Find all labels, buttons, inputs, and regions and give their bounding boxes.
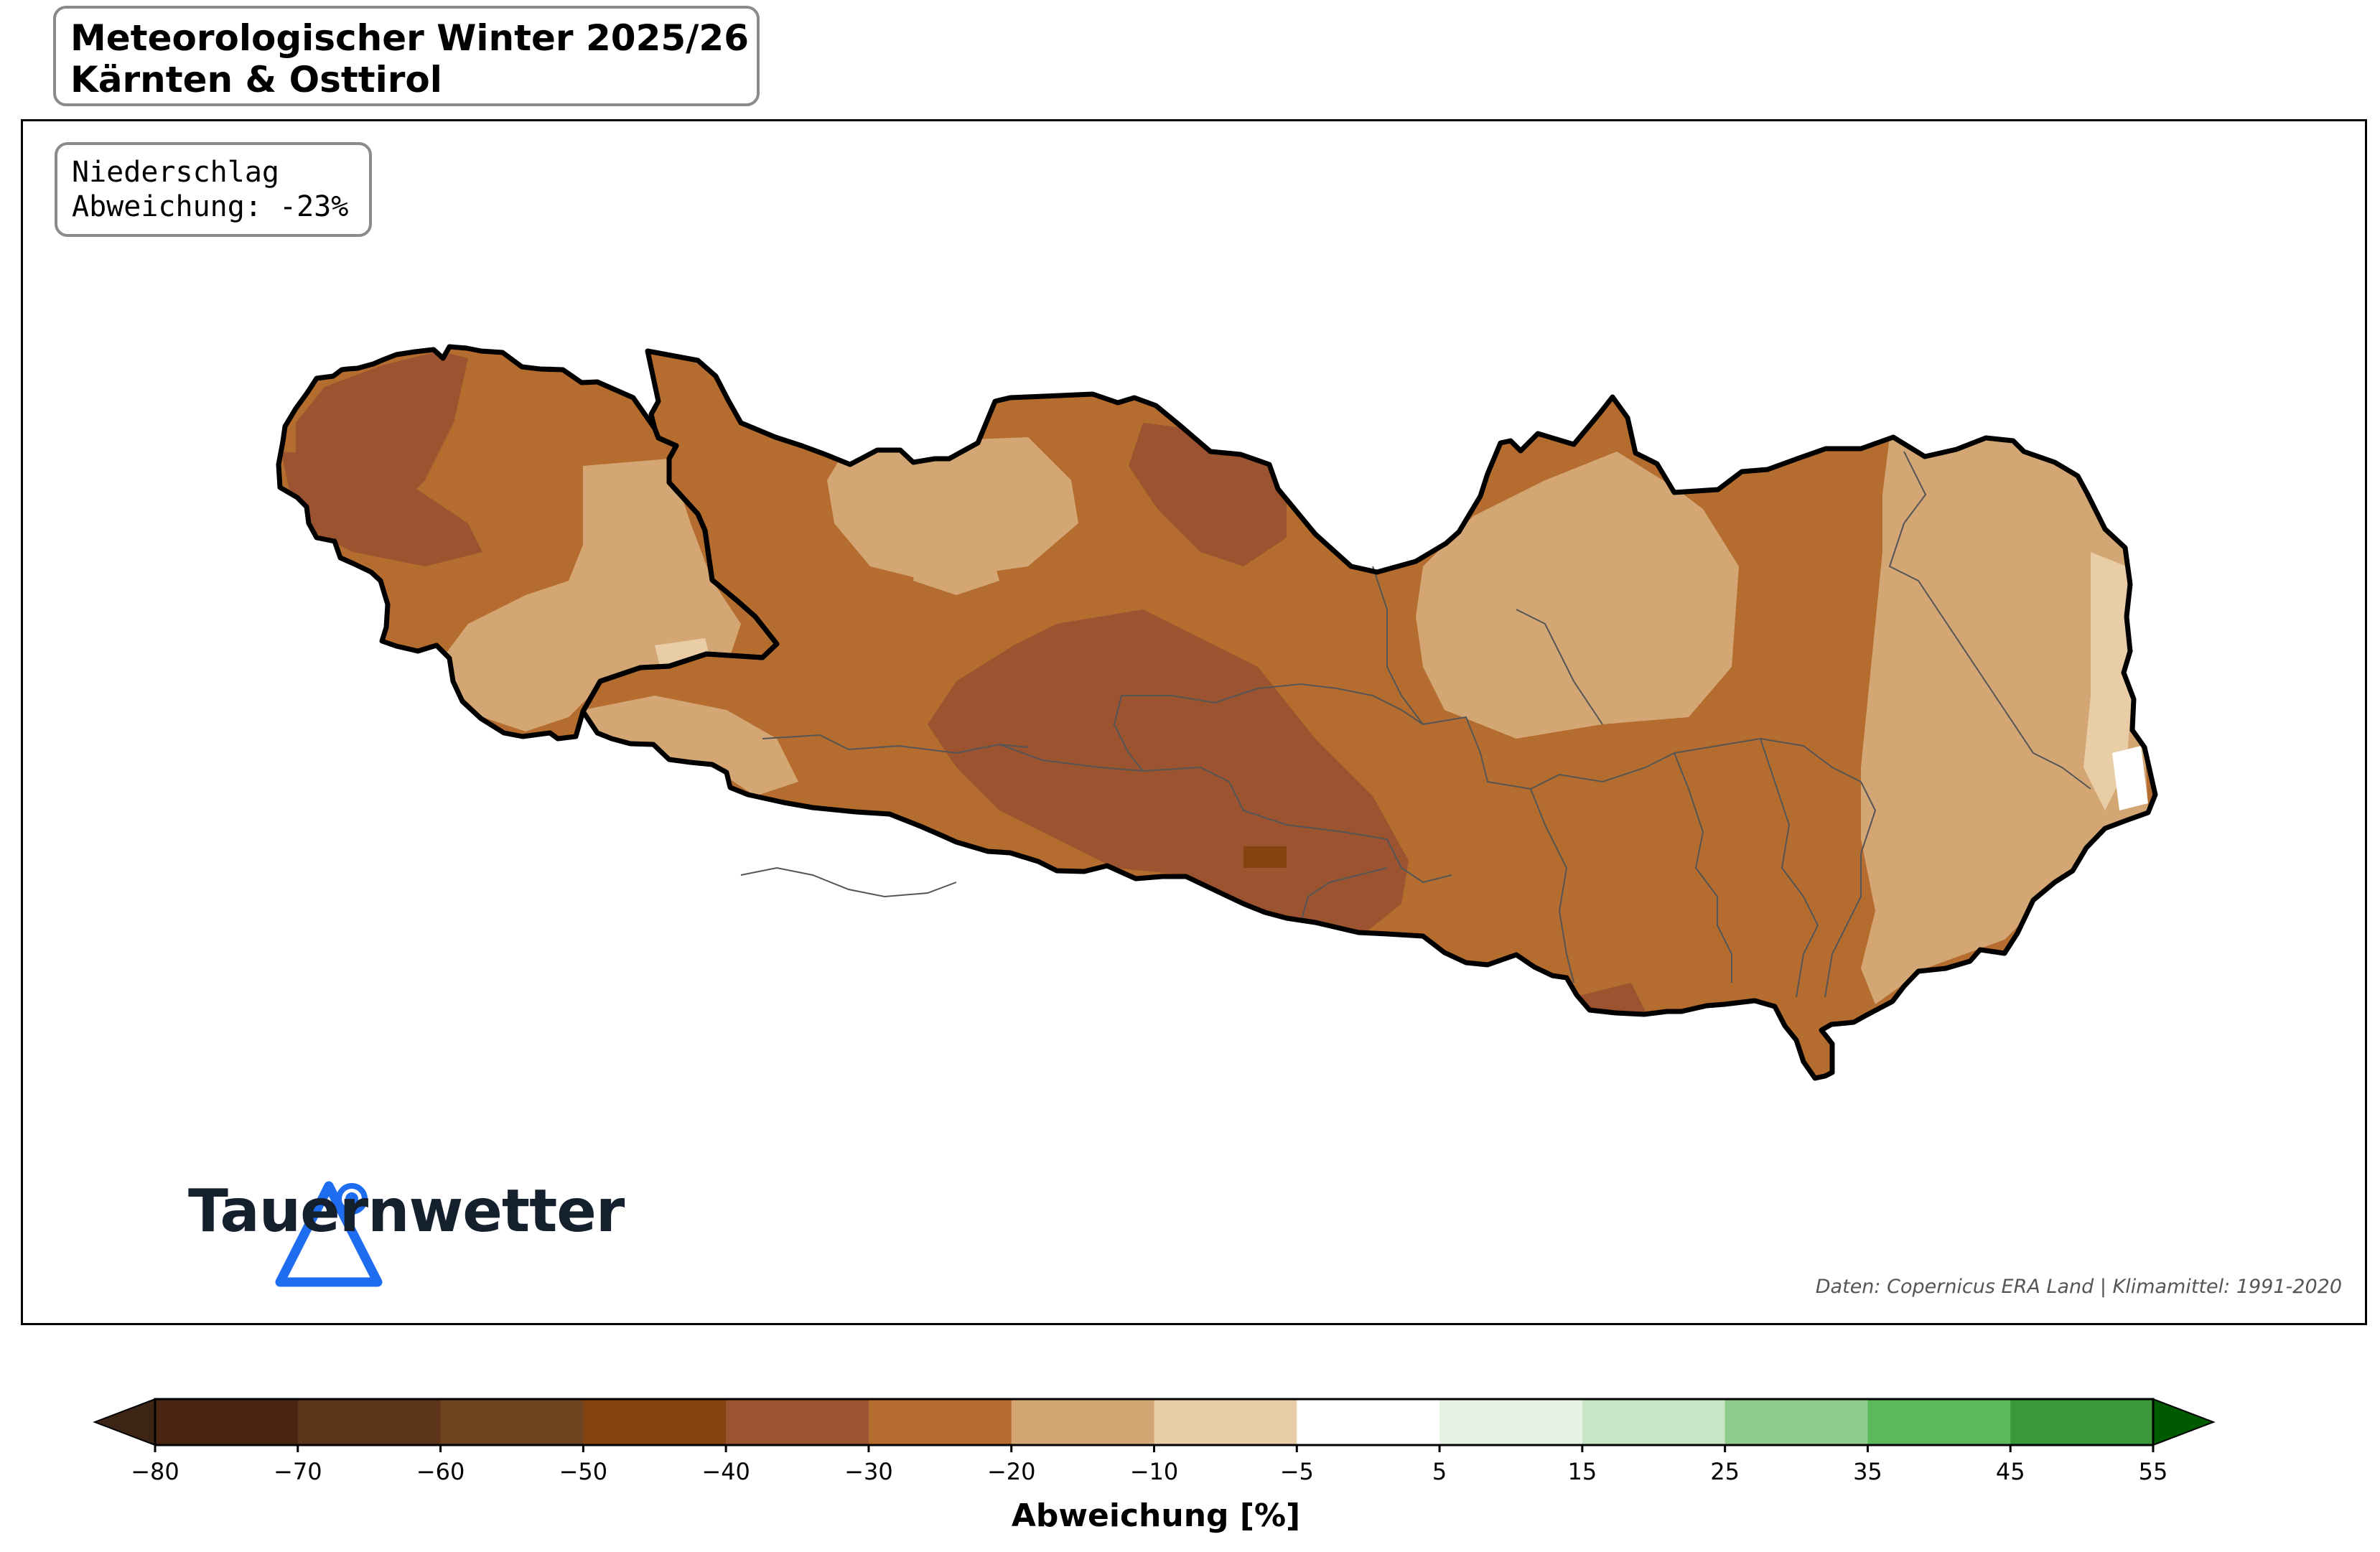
colorbar-tick-label: −5	[1280, 1458, 1314, 1485]
info-variable: Niederschlag	[72, 156, 279, 189]
map-frame: Niederschlag Abweichung: -23% Tauernwett…	[21, 119, 2367, 1325]
colorbar-tick-label: −20	[987, 1458, 1036, 1485]
colorbar-under-arrow	[93, 1398, 156, 1446]
carinthia-border	[580, 348, 2158, 1081]
colorbar-tick-label: 25	[1710, 1458, 1740, 1485]
colorbar-over-arrow	[2152, 1398, 2216, 1446]
colorbar-segment	[1439, 1399, 1583, 1445]
colorbar-tick-label: −50	[559, 1458, 608, 1485]
data-source-note: Daten: Copernicus ERA Land | Klimamittel…	[1815, 1276, 2342, 1298]
colorbar-tick-label: −80	[131, 1458, 179, 1485]
colorbar-tick-label: −40	[701, 1458, 750, 1485]
colorbar-segment	[1582, 1399, 1726, 1445]
colorbar-segment	[2010, 1399, 2154, 1445]
info-deviation: Abweichung: -23%	[72, 190, 349, 223]
colorbar-tick-label: 55	[2139, 1458, 2168, 1485]
colorbar-segment	[583, 1399, 727, 1445]
map-title-line2: Kärnten & Osttirol	[70, 59, 442, 100]
colorbar-segment	[1725, 1399, 1868, 1445]
carinthia-anomaly-field	[583, 351, 2155, 1078]
colorbar-tick-label: −30	[844, 1458, 893, 1485]
colorbar-segment	[1154, 1399, 1297, 1445]
colorbar-tick-label: −60	[416, 1458, 465, 1485]
precipitation-anomaly-map	[276, 344, 2158, 1081]
colorbar-ticks: −80 −70 −60 −50 −40 −30 −20 −10 −5 5 15 25 35 45 55	[131, 1445, 2167, 1485]
colorbar-segment	[1011, 1399, 1154, 1445]
colorbar-tick-label: 45	[1996, 1458, 2025, 1485]
colorbar-segment	[297, 1399, 442, 1445]
colorbar-segments	[155, 1399, 2154, 1445]
colorbar-segment	[868, 1399, 1012, 1445]
colorbar-segment	[155, 1399, 299, 1445]
colorbar-tick-label: −70	[274, 1458, 322, 1485]
colorbar-segment	[726, 1399, 869, 1445]
colorbar-tick-label: 15	[1567, 1458, 1597, 1485]
logo-wordmark: Tauernwetter	[188, 1177, 625, 1245]
colorbar-tick-label: 5	[1432, 1458, 1447, 1485]
colorbar-segment	[440, 1399, 584, 1445]
colorbar-segment	[1867, 1399, 2011, 1445]
colorbar-tick-label: 35	[1853, 1458, 1882, 1485]
district-boundaries	[740, 451, 2091, 998]
triangle-pin-logo-icon	[275, 1181, 383, 1287]
colorbar: −80 −70 −60 −50 −40 −30 −20 −10 −5 5 15 25 35 45 55	[93, 1398, 2216, 1485]
colorbar-tick-label: −10	[1130, 1458, 1179, 1485]
map-title-box: Meteorologischer Winter 2025/26 Kärnten …	[53, 6, 760, 106]
colorbar-segment	[1297, 1399, 1440, 1445]
precipitation-info-box: Niederschlag Abweichung: -23%	[55, 142, 372, 237]
map-title-line1: Meteorologischer Winter 2025/26	[70, 17, 749, 59]
colorbar-axis-label: Abweichung [%]	[1011, 1497, 1301, 1534]
